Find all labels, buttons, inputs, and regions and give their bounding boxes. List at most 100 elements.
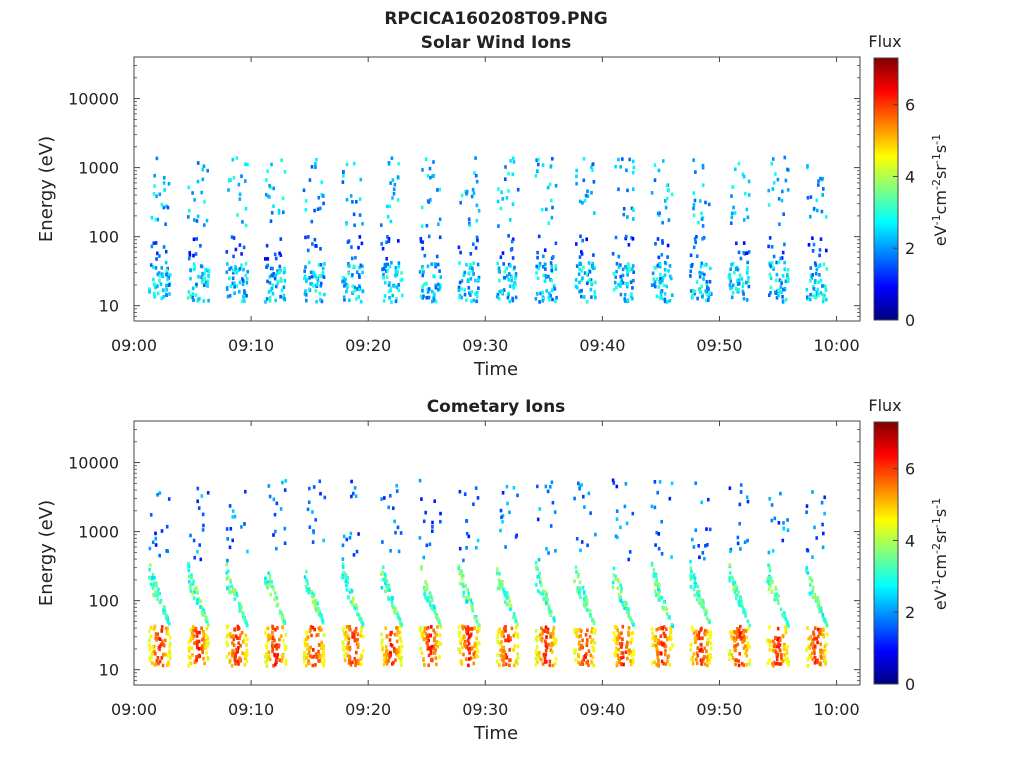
heatmap-cell — [352, 290, 355, 294]
heatmap-cell — [242, 279, 245, 283]
heatmap-cell — [508, 648, 511, 652]
heatmap-cell — [746, 215, 750, 220]
heatmap-cell — [350, 479, 353, 484]
heatmap-cell — [733, 658, 737, 662]
heatmap-cell — [268, 295, 272, 300]
heatmap-cell — [728, 579, 731, 583]
heatmap-cell — [777, 601, 780, 606]
heatmap-cell — [502, 262, 505, 266]
heatmap-cell — [468, 223, 472, 227]
heatmap-cell — [731, 185, 734, 189]
heatmap-cell — [695, 657, 698, 662]
heatmap-cell — [311, 663, 315, 668]
heatmap-cell — [385, 275, 389, 279]
heatmap-cell — [511, 256, 515, 260]
heatmap-cell — [244, 656, 247, 661]
heatmap-cell — [227, 188, 230, 192]
y-tick-label: 10000 — [68, 90, 119, 109]
heatmap-cell — [820, 209, 824, 214]
heatmap-cell — [207, 269, 210, 273]
heatmap-cell — [319, 298, 322, 302]
heatmap-cell — [421, 271, 425, 275]
heatmap-cell — [618, 593, 621, 597]
heatmap-cell — [477, 628, 481, 633]
heatmap-cell — [534, 297, 538, 301]
heatmap-cell — [341, 628, 345, 633]
heatmap-cell — [775, 637, 779, 641]
heatmap-cell — [624, 482, 628, 486]
heatmap-cell — [613, 625, 617, 629]
heatmap-cell — [267, 571, 270, 575]
heatmap-cell — [786, 661, 789, 665]
heatmap-cell — [767, 587, 771, 592]
heatmap-cell — [166, 283, 169, 288]
heatmap-cell — [509, 636, 512, 640]
heatmap-cell — [157, 587, 160, 592]
heatmap-cell — [436, 625, 439, 629]
heatmap-cell — [508, 658, 511, 663]
heatmap-cell — [420, 634, 424, 639]
heatmap-cell — [169, 656, 172, 660]
heatmap-cell — [702, 277, 705, 281]
heatmap-cell — [514, 276, 517, 281]
heatmap-cell — [234, 265, 237, 269]
heatmap-cell — [551, 205, 554, 210]
heatmap-cell — [229, 284, 233, 289]
heatmap-cell — [229, 631, 232, 636]
heatmap-cell — [394, 270, 398, 274]
heatmap-cell — [266, 626, 270, 631]
heatmap-cell — [701, 551, 705, 555]
heatmap-cell — [430, 606, 433, 610]
heatmap-cell — [151, 540, 155, 545]
heatmap-cell — [151, 645, 155, 649]
heatmap-cell — [626, 607, 630, 611]
heatmap-cell — [238, 636, 241, 640]
heatmap-cell — [148, 287, 151, 291]
heatmap-cell — [818, 273, 821, 277]
heatmap-cell — [706, 638, 710, 642]
heatmap-cell — [165, 284, 168, 288]
heatmap-cell — [429, 633, 432, 638]
heatmap-cell — [471, 266, 474, 270]
heatmap-cell — [774, 172, 777, 176]
heatmap-cell — [660, 595, 664, 600]
heatmap-cell — [700, 598, 703, 603]
heatmap-cell — [663, 292, 667, 296]
heatmap-cell — [538, 580, 542, 584]
heatmap-cell — [427, 287, 431, 291]
heatmap-cell — [467, 647, 470, 651]
heatmap-cell — [467, 657, 471, 661]
heatmap-cell — [201, 644, 204, 648]
heatmap-cell — [779, 256, 782, 261]
heatmap-cell — [501, 645, 504, 649]
heatmap-cell — [191, 636, 195, 641]
heatmap-cell — [388, 655, 391, 659]
heatmap-cell — [783, 653, 786, 657]
heatmap-cell — [777, 260, 780, 265]
heatmap-cell — [626, 282, 629, 286]
heatmap-cell — [206, 640, 210, 645]
heatmap-cell — [475, 645, 479, 650]
heatmap-cell — [234, 247, 238, 252]
heatmap-cell — [275, 644, 279, 649]
heatmap-cell — [302, 659, 306, 663]
heatmap-cell — [476, 496, 480, 500]
heatmap-cell — [317, 612, 321, 617]
heatmap-cell — [284, 662, 288, 666]
heatmap-cell — [577, 572, 580, 577]
heatmap-cell — [689, 253, 693, 258]
heatmap-cell — [697, 544, 700, 548]
heatmap-cell — [632, 623, 635, 627]
heatmap-cell — [696, 296, 699, 301]
heatmap-cell — [397, 265, 400, 269]
heatmap-cell — [239, 643, 242, 648]
heatmap-cell — [356, 659, 359, 663]
panel-title: Solar Wind Ions — [421, 33, 572, 53]
heatmap-cell — [822, 262, 826, 267]
heatmap-cell — [312, 654, 316, 659]
heatmap-cell — [516, 652, 519, 656]
heatmap-cell — [346, 646, 349, 651]
heatmap-cell — [619, 525, 622, 530]
heatmap-cell — [813, 525, 816, 530]
heatmap-cell — [197, 275, 200, 279]
